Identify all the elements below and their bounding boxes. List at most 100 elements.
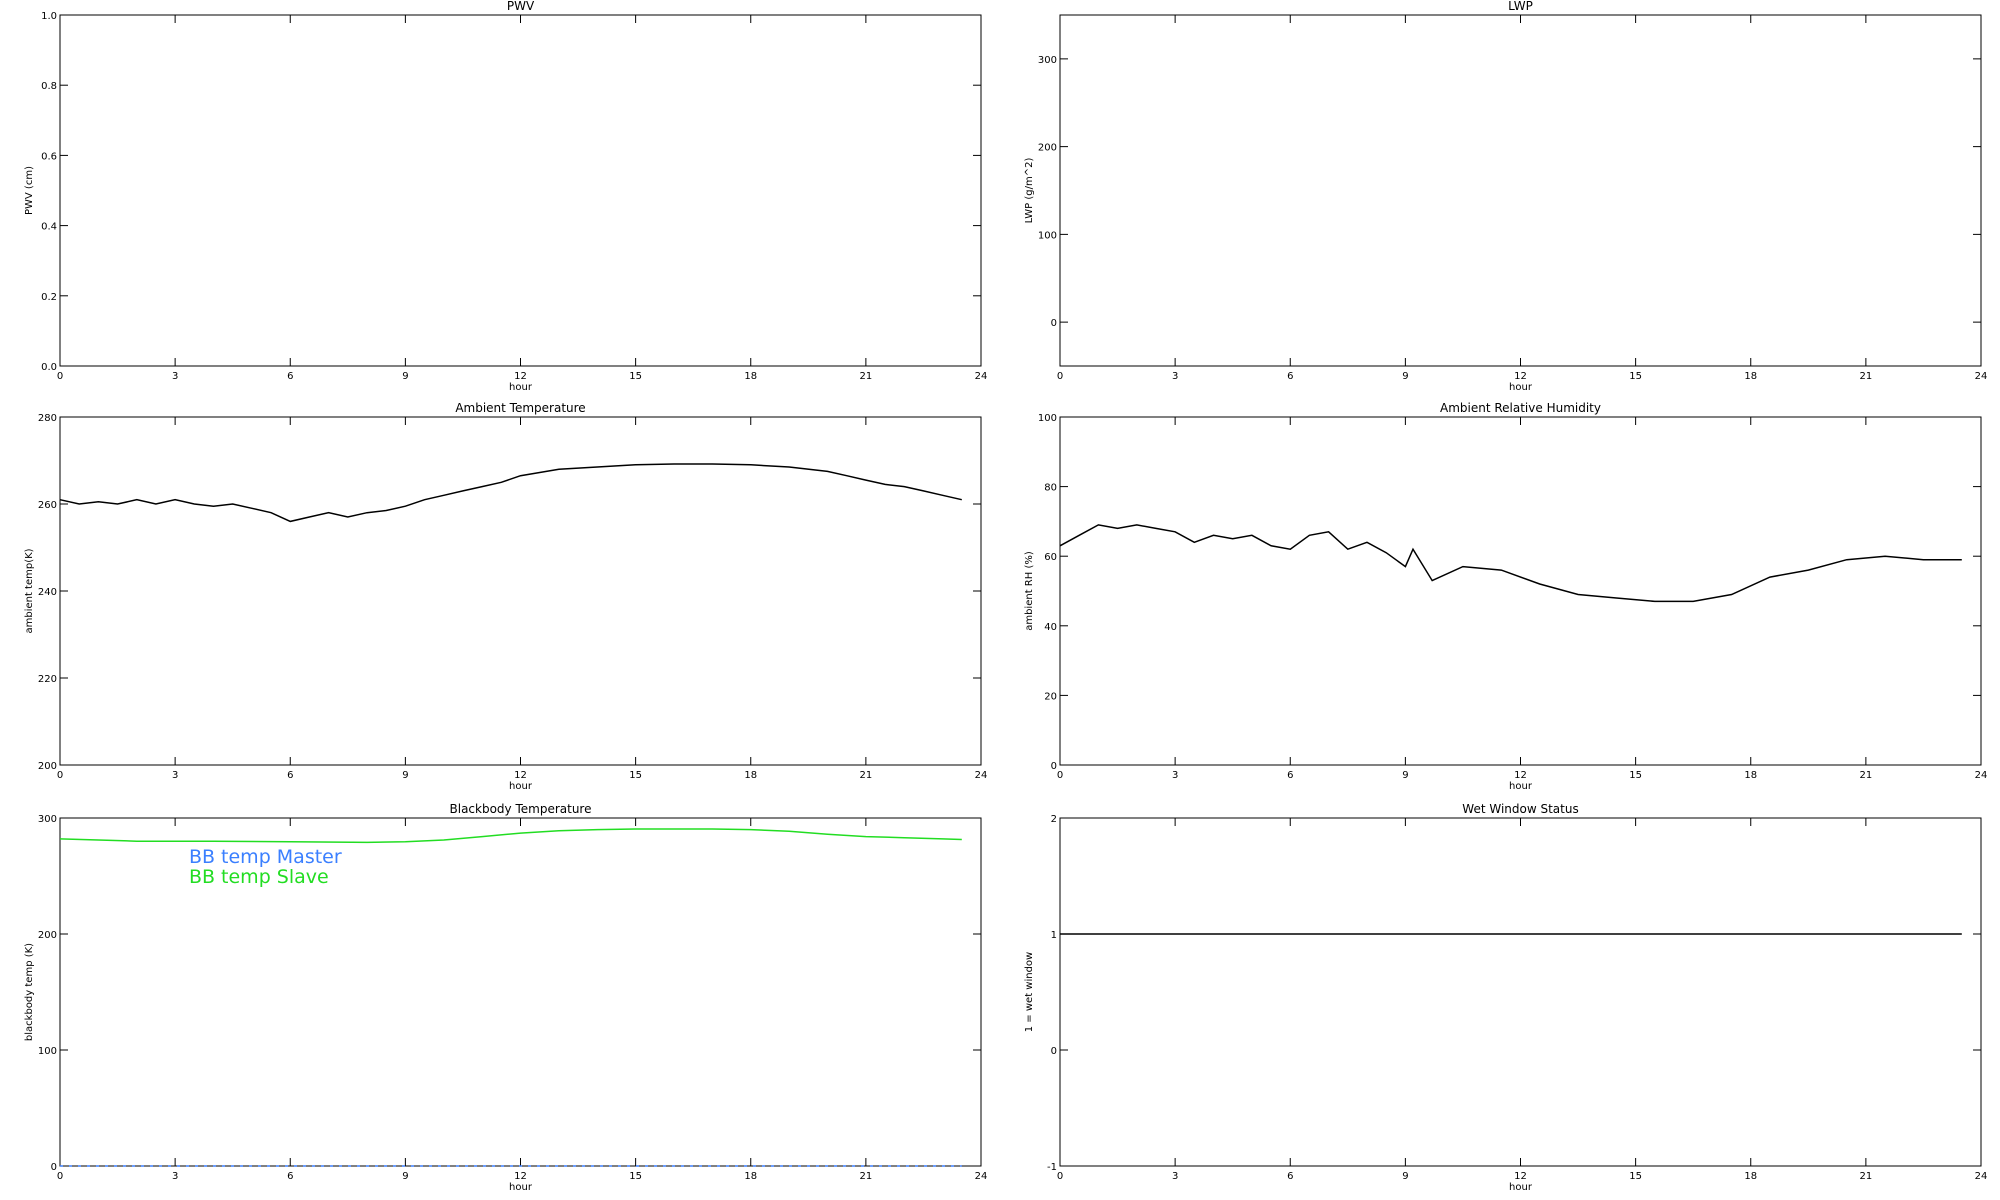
- x-tick-label: 3: [172, 371, 178, 382]
- x-tick-label: 12: [514, 371, 527, 382]
- x-tick-label: 3: [172, 770, 178, 781]
- x-tick-label: 21: [860, 770, 873, 781]
- y-tick-label: 0: [1051, 761, 1057, 772]
- y-tick-label: 1: [1051, 930, 1057, 941]
- chart-title: Ambient Relative Humidity: [1440, 401, 1601, 415]
- legend-entry: BB temp Slave: [189, 866, 329, 888]
- chart-title: Ambient Temperature: [455, 401, 585, 415]
- x-tick-label: 18: [1744, 1171, 1757, 1182]
- x-axis-label: hour: [1509, 781, 1533, 792]
- x-tick-label: 24: [975, 371, 988, 382]
- x-tick-label: 0: [57, 371, 63, 382]
- plot-frame: [1059, 14, 1982, 367]
- plot-frame: [1059, 817, 1982, 1167]
- plot-frame: [1059, 416, 1982, 766]
- y-tick-label: 0.6: [41, 151, 57, 162]
- x-tick-label: 24: [975, 770, 988, 781]
- x-tick-label: 24: [975, 1171, 988, 1182]
- y-tick-label: 300: [1038, 55, 1057, 66]
- x-tick-label: 9: [402, 371, 408, 382]
- chart-title: LWP: [1508, 0, 1533, 13]
- x-tick-label: 15: [1629, 371, 1642, 382]
- x-axis-label: hour: [1509, 1182, 1533, 1193]
- x-tick-label: 15: [629, 770, 642, 781]
- data-line: [1059, 524, 1962, 603]
- x-axis-label: hour: [509, 382, 533, 393]
- x-tick-label: 21: [860, 371, 873, 382]
- x-tick-label: 9: [402, 1171, 408, 1182]
- y-tick-label: -1: [1047, 1162, 1057, 1173]
- x-tick-label: 9: [402, 770, 408, 781]
- y-axis-label: PWV (cm): [24, 166, 35, 215]
- x-axis-label: hour: [1509, 382, 1533, 393]
- y-axis-label: blackbody temp (K): [24, 943, 35, 1041]
- x-tick-label: 9: [1402, 1171, 1408, 1182]
- y-tick-label: 260: [38, 500, 57, 511]
- y-tick-label: 1.0: [41, 11, 57, 22]
- y-tick-label: 0: [51, 1162, 57, 1173]
- x-tick-label: 15: [629, 1171, 642, 1182]
- x-tick-label: 21: [860, 1171, 873, 1182]
- x-tick-label: 6: [1287, 1171, 1293, 1182]
- y-tick-label: 200: [1038, 143, 1057, 154]
- x-tick-label: 15: [1629, 1171, 1642, 1182]
- x-tick-label: 0: [1057, 371, 1063, 382]
- y-tick-label: 0.0: [41, 362, 57, 373]
- y-axis-label: 1 = wet window: [1024, 952, 1035, 1032]
- y-tick-label: 100: [38, 1046, 57, 1057]
- x-tick-label: 9: [1402, 770, 1408, 781]
- x-tick-label: 24: [1975, 770, 1988, 781]
- y-tick-label: 2: [1051, 814, 1057, 825]
- x-tick-label: 18: [1744, 371, 1757, 382]
- x-tick-label: 18: [744, 1171, 757, 1182]
- data-line: [59, 463, 962, 523]
- x-tick-label: 0: [57, 770, 63, 781]
- data-line: [59, 828, 962, 844]
- y-tick-label: 0.8: [41, 81, 57, 92]
- x-tick-label: 6: [287, 371, 293, 382]
- x-tick-label: 12: [514, 1171, 527, 1182]
- y-tick-label: 0: [1051, 318, 1057, 329]
- y-axis-label: LWP (g/m^2): [1024, 158, 1035, 224]
- x-tick-label: 6: [1287, 770, 1293, 781]
- x-tick-label: 6: [287, 770, 293, 781]
- x-tick-label: 15: [1629, 770, 1642, 781]
- x-tick-label: 0: [1057, 770, 1063, 781]
- y-axis-label: ambient temp(K): [24, 548, 35, 633]
- y-tick-label: 300: [38, 814, 57, 825]
- x-tick-label: 21: [1860, 371, 1873, 382]
- x-tick-label: 18: [744, 371, 757, 382]
- x-tick-label: 12: [1514, 770, 1527, 781]
- x-axis-label: hour: [509, 1182, 533, 1193]
- x-tick-label: 24: [1975, 1171, 1988, 1182]
- x-tick-label: 0: [57, 1171, 63, 1182]
- chart-title: Blackbody Temperature: [450, 802, 592, 816]
- plot-frame: [59, 14, 982, 367]
- plot-frame: [59, 416, 982, 766]
- x-tick-label: 3: [1172, 770, 1178, 781]
- y-tick-label: 0: [1051, 1046, 1057, 1057]
- x-tick-label: 6: [1287, 371, 1293, 382]
- y-tick-label: 60: [1044, 552, 1057, 563]
- y-tick-label: 220: [38, 674, 57, 685]
- x-tick-label: 15: [629, 371, 642, 382]
- x-tick-label: 18: [744, 770, 757, 781]
- x-tick-label: 3: [1172, 371, 1178, 382]
- y-tick-label: 0.2: [41, 292, 57, 303]
- y-tick-label: 40: [1044, 622, 1057, 633]
- x-tick-label: 12: [1514, 371, 1527, 382]
- chart-title: Wet Window Status: [1462, 802, 1578, 816]
- x-axis-label: hour: [509, 781, 533, 792]
- x-tick-label: 21: [1860, 770, 1873, 781]
- y-tick-label: 240: [38, 587, 57, 598]
- x-tick-label: 9: [1402, 371, 1408, 382]
- x-tick-label: 24: [1975, 371, 1988, 382]
- y-tick-label: 100: [1038, 230, 1057, 241]
- x-tick-label: 6: [287, 1171, 293, 1182]
- y-tick-label: 280: [38, 413, 57, 424]
- y-tick-label: 0.4: [41, 222, 57, 233]
- x-tick-label: 0: [1057, 1171, 1063, 1182]
- y-tick-label: 200: [38, 930, 57, 941]
